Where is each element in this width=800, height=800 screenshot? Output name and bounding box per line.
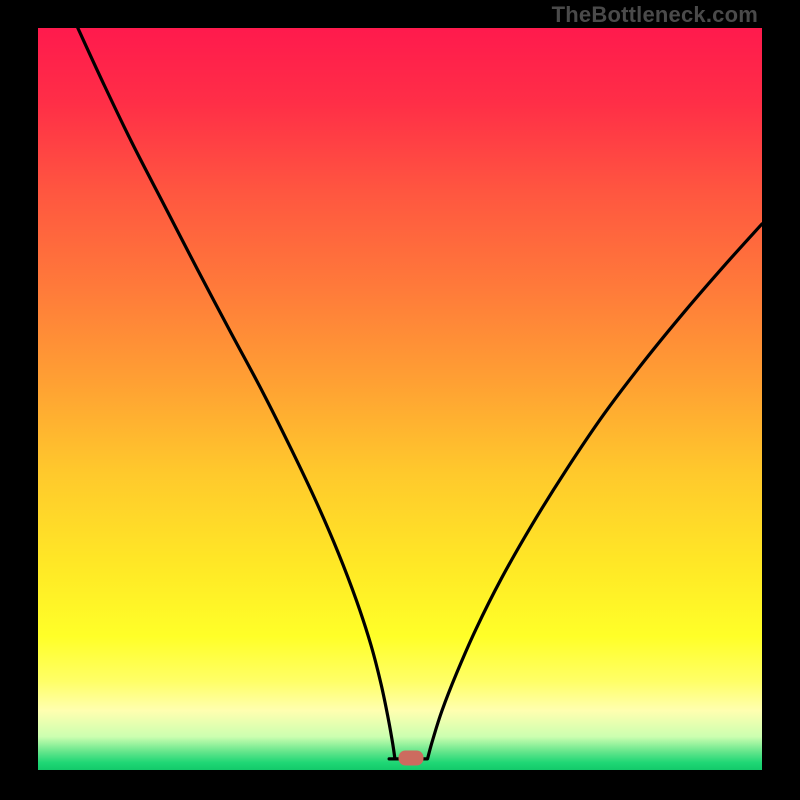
curve-svg	[38, 28, 762, 770]
watermark-text: TheBottleneck.com	[552, 2, 758, 28]
bottleneck-marker	[398, 751, 423, 766]
bottleneck-curve	[78, 28, 762, 759]
chart-container: TheBottleneck.com	[0, 0, 800, 800]
plot-area	[38, 28, 762, 770]
